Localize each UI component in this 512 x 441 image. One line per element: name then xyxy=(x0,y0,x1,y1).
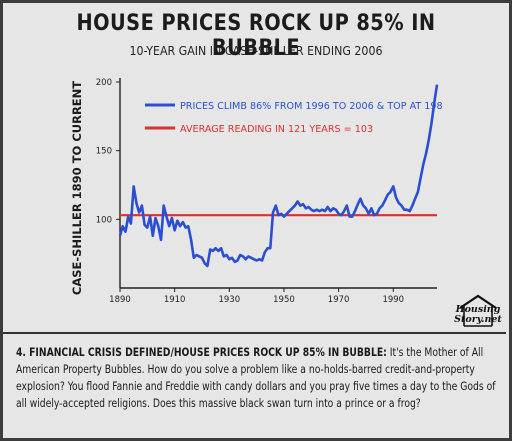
case-shiller-chart: 100 150 200 1890 1910 1930 1950 1970 1990 PRICES… xyxy=(70,78,443,305)
figure-panel: HOUSE PRICES ROCK UP 85% IN BUBBLE 10-YE… xyxy=(3,3,509,438)
logo-line1: Housing xyxy=(455,304,501,315)
x-tick-label: 1990 xyxy=(382,295,404,305)
y-tick-label: 150 xyxy=(96,147,112,157)
x-tick-label: 1970 xyxy=(328,295,350,305)
caption-divider xyxy=(3,332,506,334)
x-tick-label: 1890 xyxy=(109,295,131,305)
legend-entry: AVERAGE READING IN 121 YEARS = 103 xyxy=(180,124,373,135)
x-tick-label: 1930 xyxy=(218,295,240,305)
price-series-line xyxy=(118,84,439,268)
chart-title: HOUSE PRICES ROCK UP 85% IN BUBBLE xyxy=(76,11,436,61)
chart-axes: 100 150 200 1890 1910 1930 1950 1970 1990 xyxy=(96,78,437,305)
logo-line2: Story.net xyxy=(454,314,502,325)
y-tick-label: 200 xyxy=(96,78,112,88)
caption: 4. FINANCIAL CRISIS DEFINED/HOUSE PRICES… xyxy=(16,344,498,412)
series-layer xyxy=(118,84,439,268)
house-logo-icon: Housing Story.net xyxy=(454,294,502,327)
chart-subtitle: 10-YEAR GAIN IN CASE-SHILLER ENDING 2006 xyxy=(129,44,383,58)
chart-legend: PRICES CLIMB 86% FROM 1996 TO 2006 & TOP… xyxy=(145,101,443,135)
y-tick-label: 100 xyxy=(96,215,112,225)
y-axis-label: CASE-SHILLER 1890 TO CURRENT xyxy=(70,81,84,295)
caption-lead: 4. FINANCIAL CRISIS DEFINED/HOUSE PRICES… xyxy=(16,345,387,359)
caption-body: It's the Mother of All American Property… xyxy=(16,345,496,410)
x-tick-label: 1910 xyxy=(164,295,186,305)
legend-entry: PRICES CLIMB 86% FROM 1996 TO 2006 & TOP… xyxy=(180,101,443,112)
x-tick-label: 1950 xyxy=(273,295,295,305)
housingstory-logo: Housing Story.net xyxy=(452,294,504,328)
